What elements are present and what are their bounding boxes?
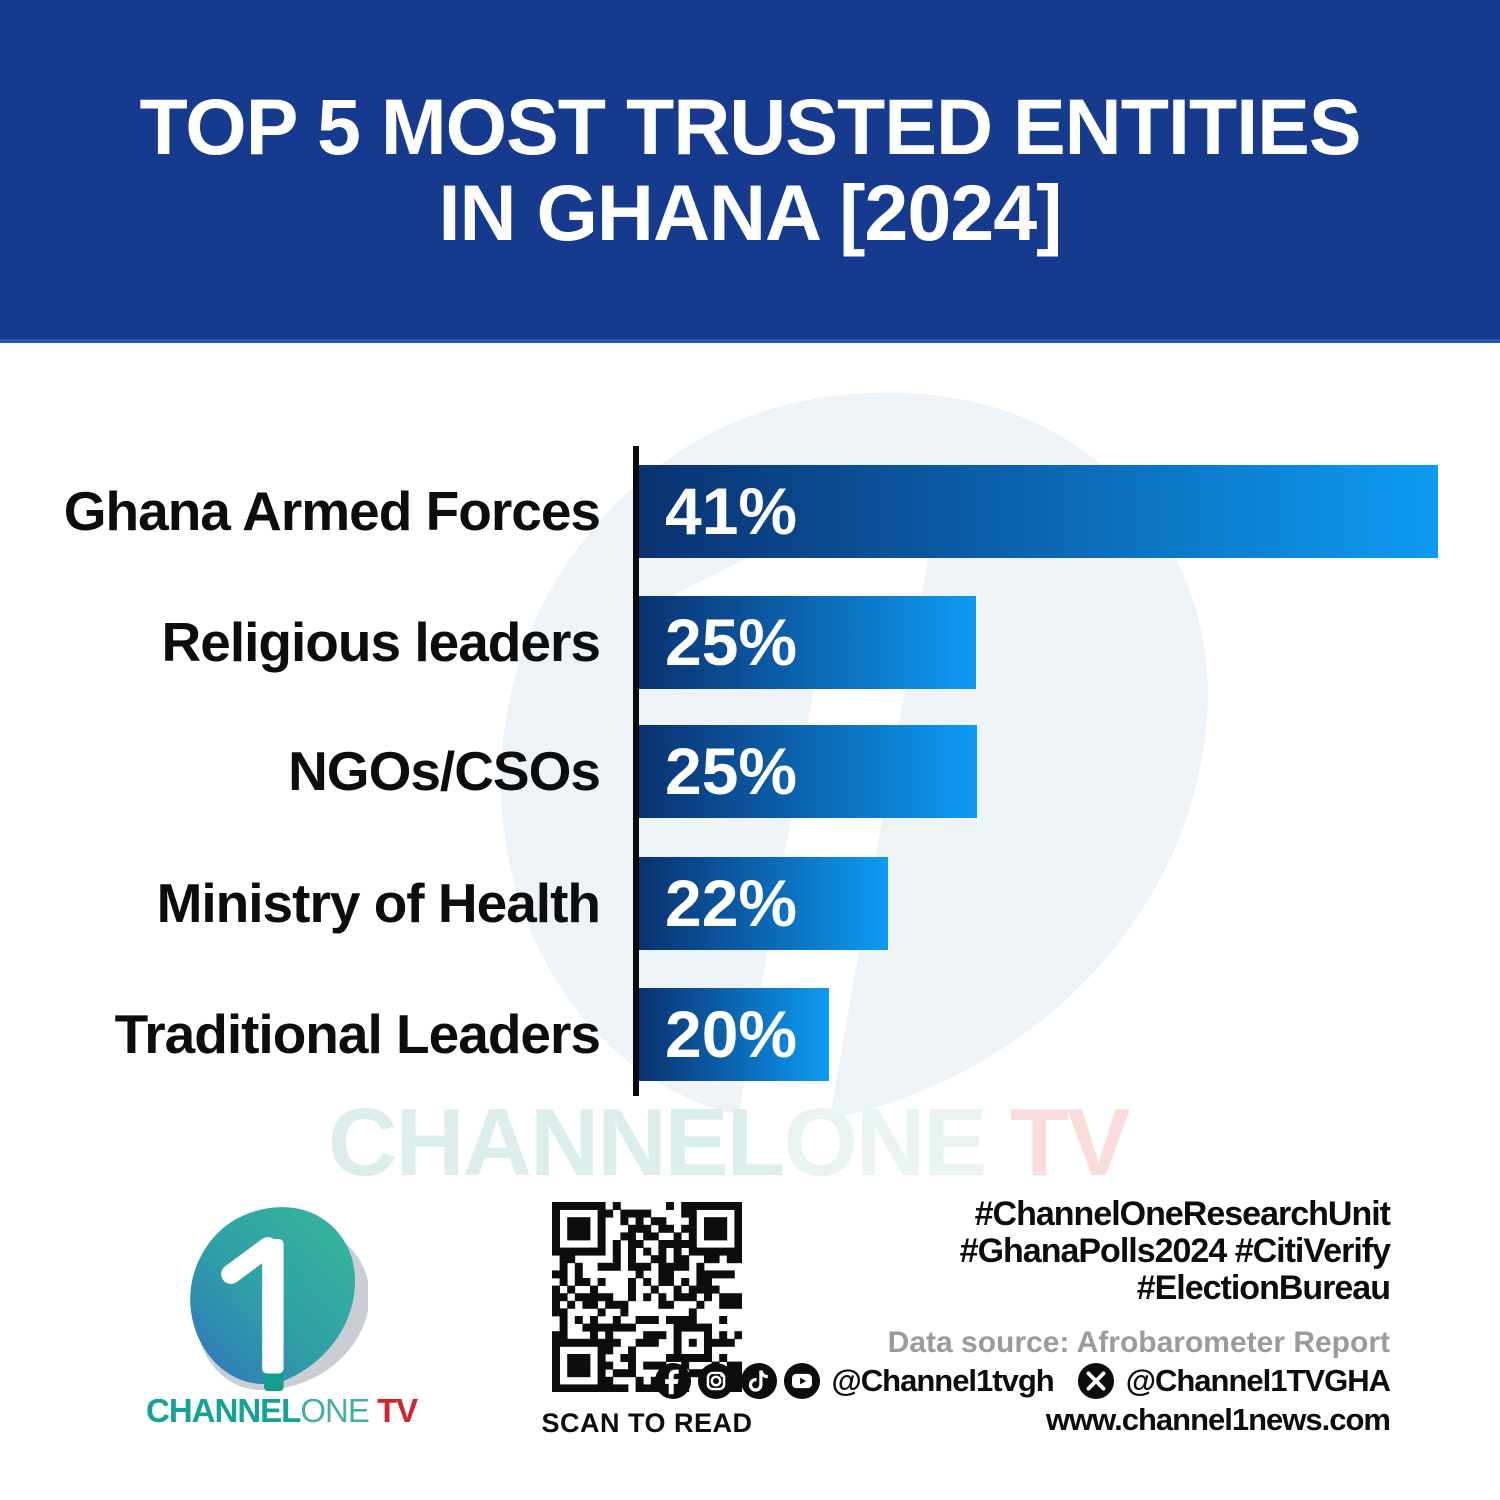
qr-caption: SCAN TO READ bbox=[541, 1408, 753, 1438]
watermark-tv: TV bbox=[985, 1089, 1131, 1196]
bar: 20% bbox=[639, 988, 829, 1081]
header-banner: TOP 5 MOST TRUSTED ENTITIES IN GHANA [20… bbox=[0, 0, 1500, 343]
data-source-note: Data source: Afrobarometer Report bbox=[887, 1326, 1390, 1359]
bar-value-label: 25% bbox=[665, 605, 798, 679]
page-title-line-2: IN GHANA [2024] bbox=[438, 167, 1063, 257]
watermark-one: ONE bbox=[783, 1089, 987, 1196]
bar-value-label: 20% bbox=[665, 997, 798, 1071]
qr-code bbox=[552, 1202, 742, 1392]
facebook-icon bbox=[654, 1362, 691, 1400]
tiktok-icon bbox=[740, 1362, 777, 1400]
bar-label: NGOs/CSOs bbox=[288, 740, 601, 802]
watermark-channel: CHANNEL bbox=[328, 1089, 785, 1196]
hashtag-line-3: #ElectionBureau bbox=[1136, 1269, 1391, 1307]
website-url: www.channel1news.com bbox=[1045, 1402, 1391, 1437]
hashtag-line-2: #GhanaPolls2024 #CitiVerify bbox=[959, 1232, 1391, 1270]
handle-main: @Channel1tvgh bbox=[831, 1363, 1055, 1398]
bar: 25% bbox=[639, 725, 977, 818]
logo-one: ONE bbox=[300, 1392, 370, 1429]
page-title-line-1: TOP 5 MOST TRUSTED ENTITIES bbox=[139, 81, 1361, 171]
handle-x: @Channel1TVGHA bbox=[1125, 1363, 1391, 1398]
bar-label: Traditional Leaders bbox=[114, 1003, 601, 1065]
bar: 25% bbox=[639, 596, 976, 689]
watermark-wordmark: CHANNELONE TV bbox=[328, 1088, 1428, 1198]
bar-value-label: 22% bbox=[665, 866, 798, 940]
channel-one-logo bbox=[190, 1207, 368, 1392]
bar-value-label: 41% bbox=[665, 474, 798, 548]
logo-wordmark: CHANNELONE TV bbox=[146, 1392, 446, 1430]
instagram-icon bbox=[697, 1362, 734, 1400]
social-row: @Channel1tvgh @Channel1TVGHA bbox=[654, 1362, 1391, 1400]
youtube-icon bbox=[783, 1362, 820, 1400]
logo-tv: TV bbox=[368, 1392, 418, 1429]
bar-label: Ministry of Health bbox=[156, 872, 601, 934]
hashtags-block: #ChannelOneResearchUnit #GhanaPolls2024 … bbox=[959, 1195, 1391, 1307]
bar-label: Ghana Armed Forces bbox=[63, 480, 601, 542]
bar: 22% bbox=[639, 857, 888, 950]
bar-label: Religious leaders bbox=[161, 611, 601, 673]
logo-channel: CHANNEL bbox=[146, 1392, 301, 1429]
bar-value-label: 25% bbox=[665, 734, 798, 808]
chart-axis-line bbox=[633, 446, 639, 1096]
x-icon bbox=[1077, 1362, 1114, 1400]
hashtag-line-1: #ChannelOneResearchUnit bbox=[974, 1195, 1391, 1233]
bar: 41% bbox=[639, 465, 1438, 558]
